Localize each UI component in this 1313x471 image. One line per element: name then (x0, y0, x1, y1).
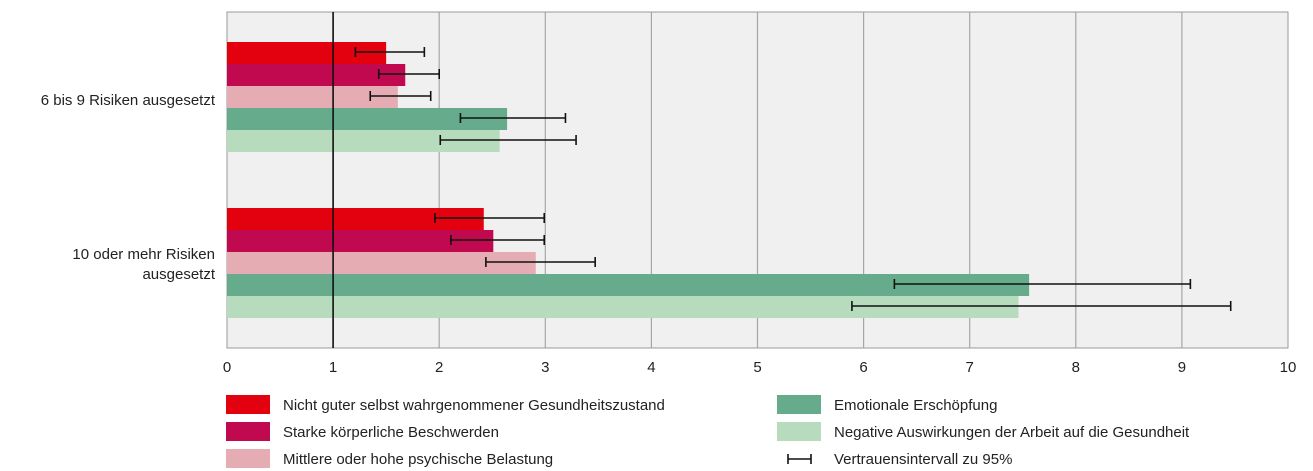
bar (227, 274, 1030, 296)
legend-swatch (226, 449, 270, 468)
bar (227, 296, 1019, 318)
bar (227, 42, 387, 64)
x-tick-label: 9 (1178, 359, 1186, 376)
legend-label: Negative Auswirkungen der Arbeit auf die… (834, 424, 1190, 441)
x-tick-label: 1 (329, 359, 337, 376)
bar (227, 130, 500, 152)
bar (227, 64, 406, 86)
x-tick-label: 6 (859, 359, 867, 376)
ci-legend-label: Vertrauensintervall zu 95% (834, 451, 1012, 468)
category-label: ausgesetzt (142, 266, 215, 283)
legend-swatch (777, 422, 821, 441)
bar (227, 252, 536, 274)
category-label: 6 bis 9 Risiken ausgesetzt (41, 92, 216, 109)
legend-swatch (777, 395, 821, 414)
category-label: 10 oder mehr Risiken (72, 246, 215, 263)
bar (227, 208, 484, 230)
legend-label: Starke körperliche Beschwerden (283, 424, 499, 441)
x-tick-label: 5 (753, 359, 761, 376)
legend-label: Mittlere oder hohe psychische Belastung (283, 451, 553, 468)
x-tick-label: 4 (647, 359, 655, 376)
x-tick-label: 10 (1280, 359, 1297, 376)
legend-label: Nicht guter selbst wahrgenommener Gesund… (283, 397, 665, 414)
legend-label: Emotionale Erschöpfung (834, 397, 997, 414)
x-tick-label: 2 (435, 359, 443, 376)
x-tick-label: 3 (541, 359, 549, 376)
bar (227, 86, 398, 108)
x-tick-label: 8 (1072, 359, 1080, 376)
legend-swatch (226, 422, 270, 441)
x-tick-label: 7 (966, 359, 974, 376)
bar (227, 230, 494, 252)
x-tick-label: 0 (223, 359, 231, 376)
bar (227, 108, 508, 130)
legend-swatch (226, 395, 270, 414)
